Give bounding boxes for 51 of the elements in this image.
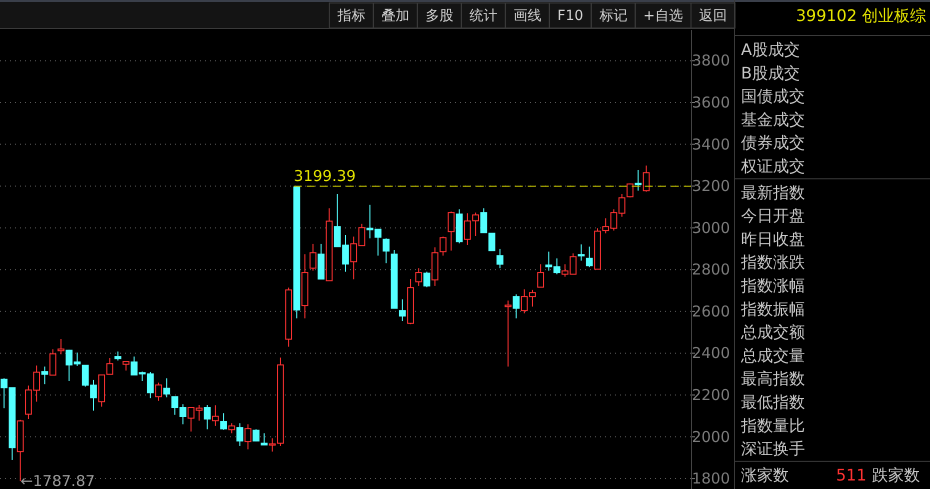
y-tick-label: 3600 <box>692 93 730 112</box>
text: 指数量比 <box>740 416 805 435</box>
text: 指数涨幅 <box>740 276 805 295</box>
text: +自选 <box>643 8 683 24</box>
text: 标记 <box>598 8 628 24</box>
text: B股成交 <box>741 63 800 82</box>
text: 最低指数 <box>741 392 805 412</box>
text: 画线 <box>513 8 542 24</box>
text: 权证成交 <box>740 156 805 176</box>
text: 最新指数 <box>741 182 805 202</box>
y-tick-label: 3800 <box>692 52 730 70</box>
candlestick <box>268 438 276 452</box>
text: 昨日收盘 <box>741 229 805 248</box>
text: 深证换手 <box>741 439 805 458</box>
candlestick <box>398 298 406 322</box>
y-tick-label: 3000 <box>692 218 730 237</box>
text: 今日开盘 <box>741 206 805 226</box>
text: 统计 <box>469 8 498 24</box>
text: 返回 <box>699 8 727 24</box>
y-tick-label: 2800 <box>692 260 730 279</box>
text: 最高指数 <box>741 369 805 388</box>
ref-line-label: 3199.39 <box>294 167 356 186</box>
text: 399102 创业板综 <box>796 6 926 25</box>
y-tick-label: 2400 <box>692 344 730 362</box>
text: 多股 <box>425 8 454 24</box>
text: 基金成交 <box>741 110 805 129</box>
candlestick <box>301 254 308 319</box>
y-tick-label: 2200 <box>692 386 730 404</box>
y-tick-label: 2000 <box>692 428 730 446</box>
text: A股成交 <box>741 40 800 59</box>
candlestick <box>41 366 48 385</box>
text: 涨家数 <box>741 465 789 484</box>
text: 总成交量 <box>740 346 805 365</box>
y-tick-label: 2600 <box>692 302 730 320</box>
text: 指数涨跌 <box>740 252 805 272</box>
text: 总成交额 <box>740 322 805 342</box>
text: 跌家数 <box>872 465 920 484</box>
text: 债券成交 <box>741 133 805 152</box>
annotation: ←1787.87 <box>20 472 95 489</box>
text: 国债成交 <box>741 86 805 106</box>
text: 指数振幅 <box>740 299 805 318</box>
text: 511 <box>836 465 867 484</box>
text: F10 <box>557 8 584 24</box>
y-tick-label: 3200 <box>692 177 730 196</box>
candlestick <box>277 357 284 446</box>
y-tick-label: 3400 <box>692 135 730 154</box>
text: 叠加 <box>381 8 410 24</box>
candlestick <box>212 404 219 426</box>
candlestick <box>163 378 170 398</box>
text: 指标 <box>336 8 366 24</box>
y-tick-label: 1800 <box>692 470 730 488</box>
